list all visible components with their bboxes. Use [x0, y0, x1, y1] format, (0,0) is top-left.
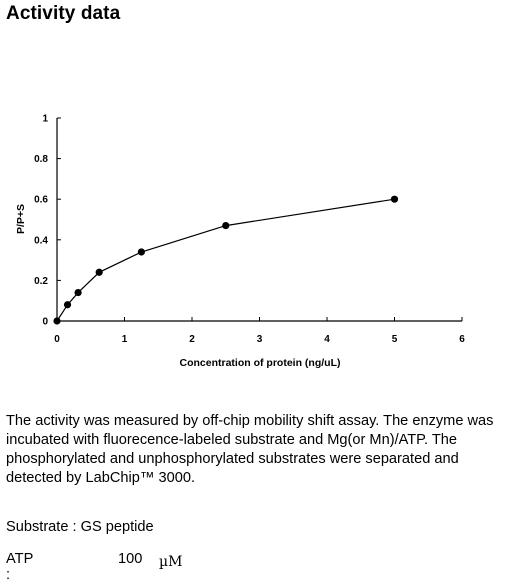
y-tick-label: 0.8: [34, 154, 48, 165]
y-tick-label: 0.4: [34, 235, 48, 246]
y-tick-label: 0.2: [34, 276, 48, 287]
data-point: [222, 221, 230, 230]
y-tick-label: 0.6: [34, 195, 48, 206]
x-tick-label: 2: [189, 334, 195, 345]
y-tick-label: 0: [42, 317, 48, 328]
x-tick-label: 1: [122, 334, 128, 345]
x-tick-label: 5: [392, 334, 398, 345]
data-point: [95, 268, 103, 276]
data-point: [390, 195, 399, 203]
atp-value: 100: [118, 551, 143, 567]
x-tick-label: 4: [324, 334, 330, 345]
y-tick-label: 1: [42, 114, 48, 125]
atp-unit: µM: [159, 554, 183, 570]
x-tick-label: 3: [257, 334, 263, 345]
atp-label: ATP :: [6, 551, 34, 583]
series-line: [56, 198, 395, 322]
activity-chart: 0 1 2 3 4 5 6 0 0.2 0.4 0.6 0.8 1 Concentration of p…: [15, 114, 465, 370]
data-point: [53, 317, 61, 325]
data-point: [137, 248, 145, 256]
x-axis-label: Concentration of protein (ng/uL): [180, 357, 341, 369]
x-tick-label: 0: [54, 334, 60, 345]
assay-description: The activity was measured by off-chip mo…: [6, 413, 494, 486]
section-title: Activity data: [6, 3, 121, 24]
chart-ticks: 0 1 2 3 4 5 6 0 0.2 0.4 0.6 0.8 1: [34, 114, 465, 346]
x-tick-label: 6: [459, 334, 465, 345]
data-point: [74, 288, 82, 297]
chart-axes: [56, 118, 462, 322]
data-point: [63, 301, 72, 309]
substrate-line: Substrate : GS peptide: [6, 519, 154, 535]
chart-series: [53, 195, 399, 325]
y-axis-label: P/P+S: [15, 204, 27, 234]
